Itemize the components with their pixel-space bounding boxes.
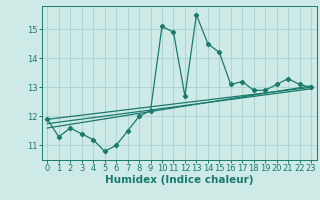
X-axis label: Humidex (Indice chaleur): Humidex (Indice chaleur) (105, 175, 253, 185)
